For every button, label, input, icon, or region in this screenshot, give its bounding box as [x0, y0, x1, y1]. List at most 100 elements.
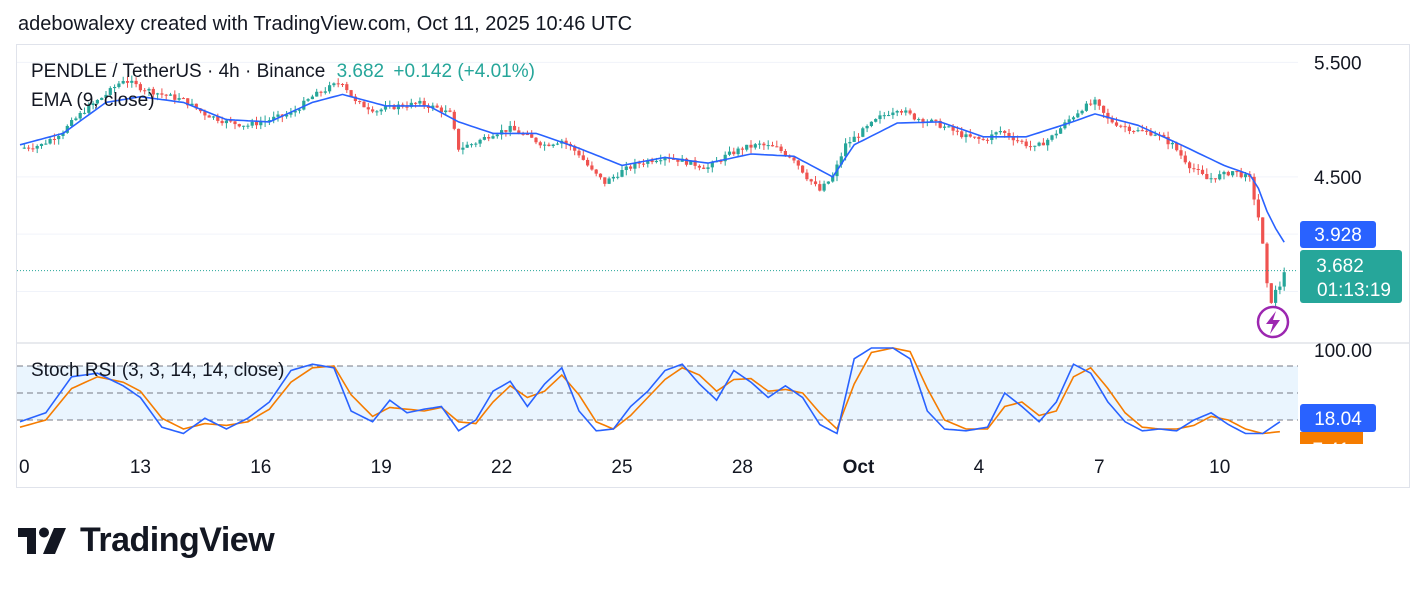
candle-body: [753, 144, 757, 148]
candle-body: [1080, 110, 1084, 114]
candle-body: [947, 126, 951, 128]
candle-body: [31, 148, 35, 150]
candle-body: [1231, 171, 1235, 176]
candle-body: [444, 110, 448, 113]
candle-body: [267, 120, 271, 122]
time-tick-label: 7: [1094, 457, 1105, 478]
candle-body: [985, 139, 990, 141]
candle-body: [1200, 169, 1205, 174]
candle-body: [964, 134, 968, 138]
candle-body: [293, 110, 297, 113]
candle-body: [194, 103, 198, 109]
candle-body: [1136, 130, 1140, 132]
candle-body: [448, 110, 452, 112]
candle-body: [1205, 173, 1209, 180]
ema-badge-text: 3.928: [1314, 225, 1362, 246]
candle-body: [641, 163, 646, 165]
candle-body: [775, 146, 779, 148]
candle-body: [1020, 140, 1024, 142]
lightning-icon[interactable]: [1256, 305, 1290, 339]
candle-body: [891, 112, 895, 116]
candle-body: [431, 105, 435, 109]
candle-body: [607, 178, 611, 184]
candle-body: [108, 88, 112, 95]
time-tick-label: 13: [130, 457, 151, 478]
candle-body: [104, 94, 108, 98]
candle-body: [564, 140, 568, 144]
time-tick-label: 22: [491, 457, 512, 478]
candle-body: [611, 176, 615, 179]
candle-body: [1261, 217, 1265, 244]
time-tick-label: 10: [1209, 457, 1230, 478]
candle-body: [1076, 113, 1080, 118]
candle-body: [1162, 134, 1166, 137]
stoch-d-line: [19, 347, 1280, 435]
candle-body: [732, 151, 736, 155]
candle-body: [637, 162, 641, 164]
candle-body: [603, 177, 607, 184]
candle-body: [783, 151, 787, 156]
candle-body: [1243, 174, 1248, 178]
candle-body: [1016, 140, 1020, 142]
candle-body: [435, 105, 439, 108]
symbol-title: PENDLE / TetherUS · 4h · Binance: [31, 61, 326, 82]
candle-body: [813, 181, 818, 185]
candle-body: [1003, 131, 1007, 133]
ema-legend[interactable]: EMA (9, close): [31, 90, 155, 111]
candle-body: [981, 138, 985, 140]
candle-body: [379, 109, 383, 112]
candle-body: [895, 111, 899, 113]
candle-body: [177, 98, 181, 100]
stoch-bands: [17, 365, 1298, 421]
candle-body: [418, 100, 422, 104]
candle-body: [216, 116, 220, 121]
candle-body: [113, 86, 117, 89]
candle-body: [143, 90, 147, 92]
candle-body: [1188, 162, 1192, 169]
candle-body: [1106, 112, 1110, 119]
candle-body: [573, 146, 577, 151]
candle-body: [951, 126, 955, 131]
candle-body: [543, 144, 547, 146]
candle-body: [663, 157, 667, 161]
candle-body: [302, 100, 306, 110]
tradingview-logo[interactable]: TradingView: [18, 520, 275, 560]
time-tick-label: 25: [611, 457, 632, 478]
candle-body: [156, 93, 160, 95]
candle-body: [1282, 272, 1286, 287]
candle-body: [1024, 141, 1028, 147]
candle-body: [469, 144, 474, 146]
candle-body: [1196, 168, 1200, 170]
stoch-legend[interactable]: Stoch RSI (3, 3, 14, 14, close): [31, 360, 285, 381]
candle-body: [689, 160, 693, 165]
candle-body: [852, 136, 856, 142]
candle-body: [366, 107, 370, 110]
candle-body: [1183, 155, 1187, 163]
candle-body: [422, 100, 426, 106]
time-tick-label: 28: [732, 457, 753, 478]
candle-body: [1127, 126, 1131, 132]
candle-body: [1084, 103, 1088, 111]
candle-body: [315, 91, 319, 97]
candle-body: [848, 141, 852, 144]
candle-body: [164, 94, 168, 96]
candle-body: [577, 150, 581, 156]
candle-body: [1089, 103, 1093, 105]
candle-body: [439, 107, 443, 113]
candle-body: [1269, 283, 1273, 303]
candle-body: [319, 91, 323, 93]
candle-body: [1067, 119, 1071, 123]
candle-body: [500, 130, 504, 135]
candle-body: [125, 81, 130, 83]
ema-value-badge: 3.928: [1300, 221, 1376, 248]
candle-body: [478, 139, 482, 144]
symbol-legend[interactable]: PENDLE / TetherUS · 4h · Binance 3.682 +…: [31, 61, 535, 83]
candle-body: [805, 172, 809, 180]
candle-body: [306, 99, 310, 101]
candle-body: [555, 143, 560, 145]
candle-body: [1278, 286, 1282, 290]
candle-body: [538, 142, 542, 146]
candle-body: [1050, 135, 1054, 140]
candle-body: [766, 145, 770, 147]
